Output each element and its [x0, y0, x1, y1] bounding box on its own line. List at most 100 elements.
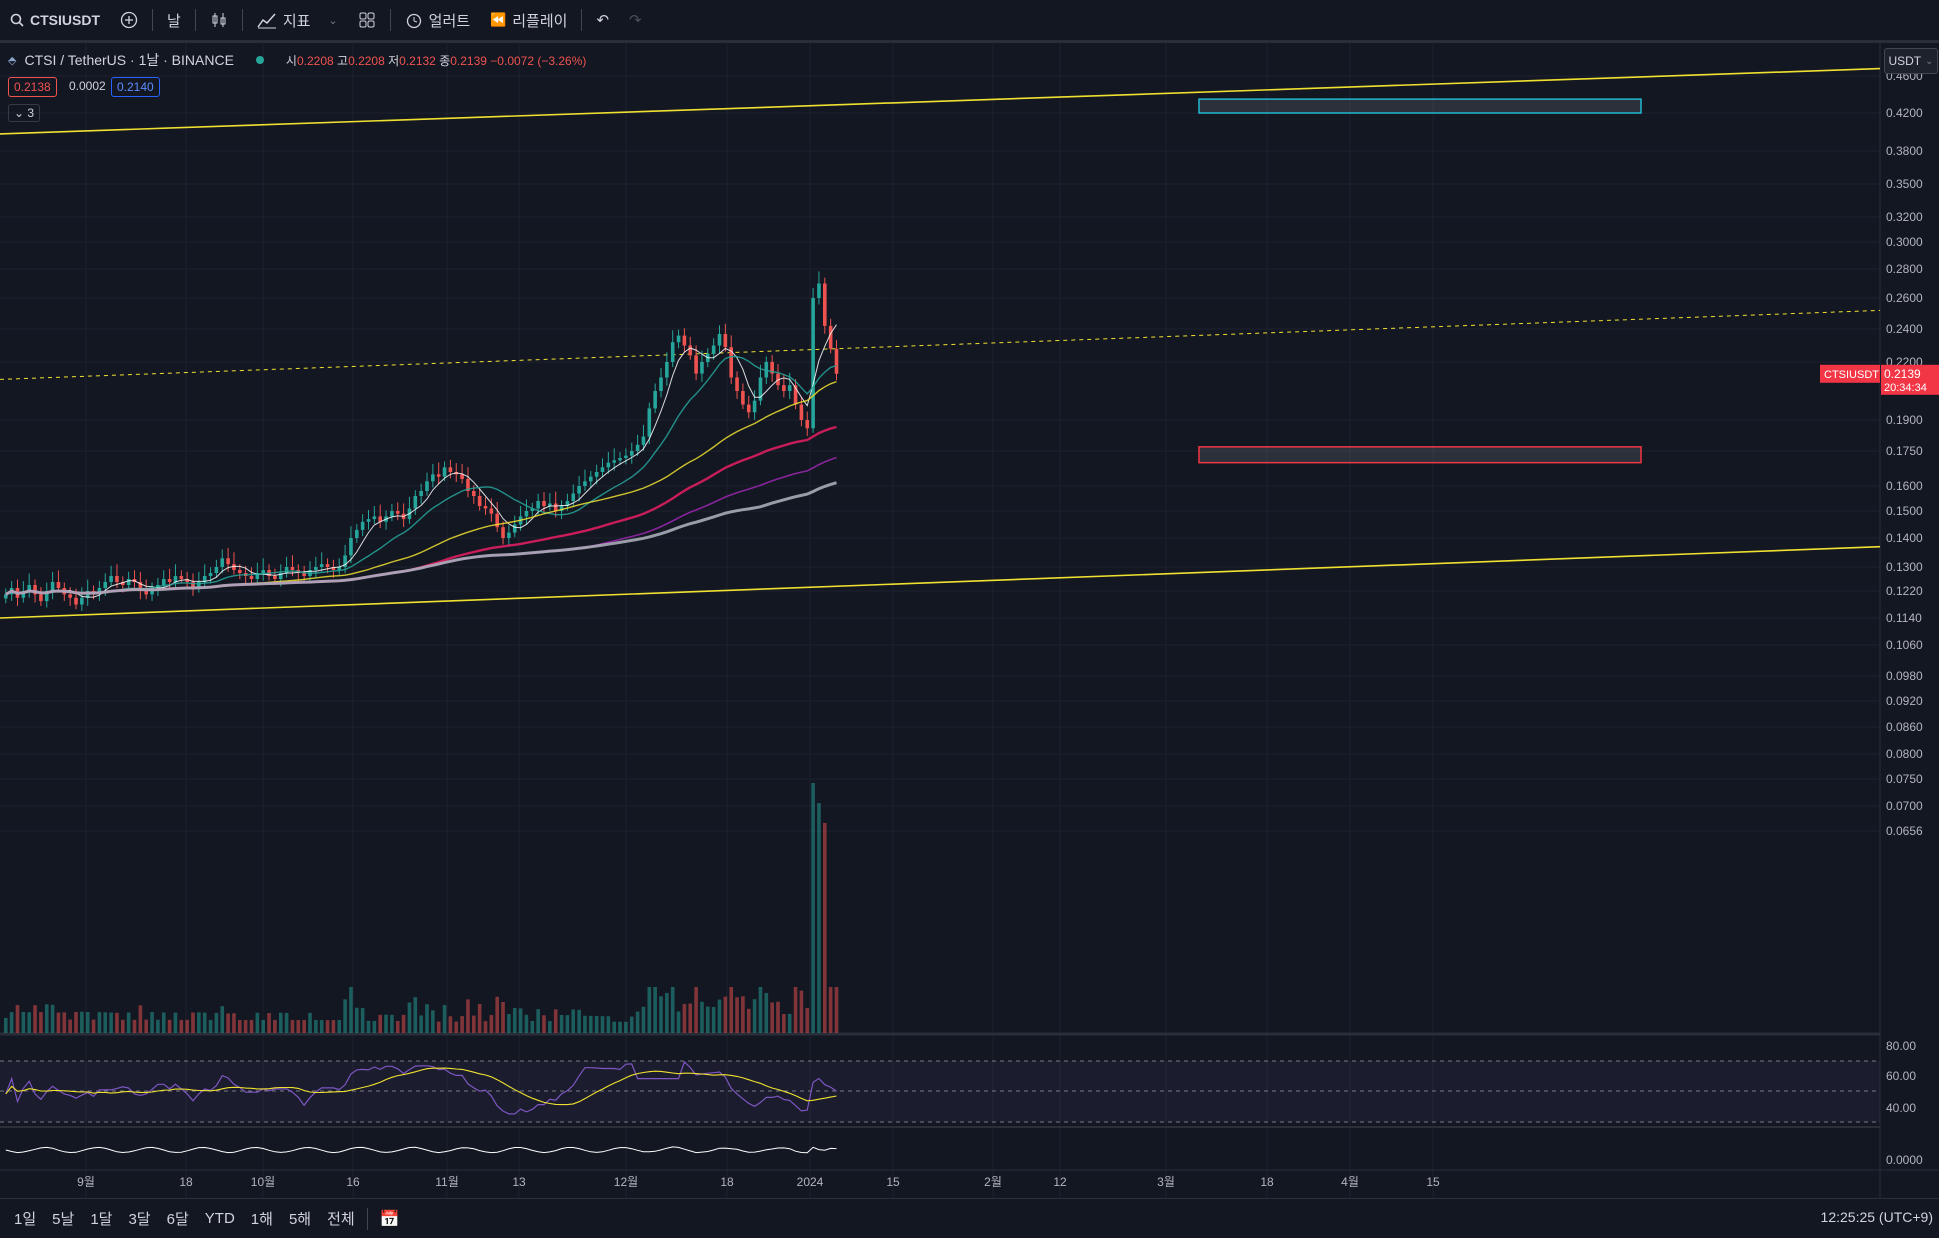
volume-bar	[787, 1013, 792, 1033]
compare-button[interactable]	[110, 0, 148, 40]
volume-bar	[4, 1017, 8, 1033]
volume-bar	[337, 1020, 342, 1033]
range-button[interactable]: 1일	[14, 1211, 37, 1228]
redo-button[interactable]: ↷	[619, 0, 652, 40]
y-tick-label: 0.2600	[1886, 291, 1923, 305]
volume-bar	[132, 1019, 137, 1033]
y-tick-label: 0.0750	[1886, 772, 1923, 786]
candle-body	[284, 567, 289, 573]
candle-body	[565, 501, 570, 506]
volume-bar	[425, 1004, 429, 1033]
volume-bar	[407, 1002, 412, 1033]
volume-bar	[735, 997, 739, 1033]
x-tick-label: 11월	[435, 1175, 459, 1189]
trendline	[0, 309, 1881, 380]
candle-body	[56, 582, 61, 588]
volume-bar	[553, 1009, 558, 1033]
range-button[interactable]: 1달	[90, 1211, 113, 1228]
volume-bar	[530, 1021, 535, 1033]
range-button[interactable]: 1해	[250, 1211, 273, 1228]
candle-body	[325, 564, 330, 567]
volume-bar	[126, 1012, 131, 1033]
x-tick-label: 12월	[614, 1175, 638, 1189]
range-button[interactable]: 전체	[327, 1211, 355, 1228]
y-tick-label: 0.2800	[1886, 262, 1923, 276]
volume-bar	[706, 1006, 710, 1033]
calendar-icon[interactable]: 📅	[379, 1210, 400, 1228]
volume-bar	[349, 987, 353, 1033]
clock[interactable]: 12:25:25 (UTC+9)	[1820, 1209, 1933, 1225]
volume-bar	[507, 1014, 511, 1033]
volume-bar	[372, 1020, 377, 1033]
symbol-search[interactable]: CTSIUSDT	[0, 0, 110, 40]
volume-bar	[460, 1016, 464, 1033]
ask-price[interactable]: 0.2140	[111, 77, 160, 97]
candle-body	[477, 496, 482, 506]
layouts-button[interactable]	[348, 0, 386, 40]
volume-bar	[314, 1020, 318, 1033]
candle-body	[571, 493, 576, 501]
undo-button[interactable]: ↶	[586, 0, 619, 40]
indicators-icon	[257, 13, 276, 29]
indicators-toggle[interactable]: ⌄ 3	[8, 104, 41, 122]
candle-body	[787, 385, 792, 391]
range-button[interactable]: 6달	[166, 1211, 189, 1228]
chevron-down-icon[interactable]: ⌄	[328, 14, 338, 27]
candle-body	[39, 594, 43, 602]
volume-bar	[659, 996, 663, 1033]
range-button[interactable]: YTD	[204, 1210, 235, 1227]
currency-label: USDT	[1888, 54, 1922, 68]
candle-body	[553, 503, 558, 511]
volume-bar	[811, 783, 815, 1033]
y-tick-label: 0.3000	[1886, 235, 1923, 249]
volume-bar	[524, 1014, 529, 1033]
y-tick-label: 0.4200	[1886, 106, 1923, 120]
volume-bar	[226, 1013, 230, 1033]
range-button[interactable]: 3달	[128, 1211, 151, 1228]
volume-bar	[331, 1020, 336, 1033]
y-tick-label: 0.1600	[1886, 479, 1923, 493]
candles-icon	[212, 13, 226, 27]
candle-body	[372, 516, 377, 520]
volume-bar	[472, 1015, 476, 1033]
indicators-label: 지표	[282, 12, 311, 30]
volume-bar	[232, 1013, 236, 1033]
volume-bar	[395, 1021, 400, 1033]
chart-canvas[interactable]: 0.46000.42000.38000.35000.32000.30000.28…	[0, 43, 1939, 1198]
volume-bar	[273, 1019, 277, 1033]
volume-bar	[343, 999, 347, 1033]
range-button[interactable]: 5날	[52, 1211, 75, 1228]
candle-body	[665, 362, 669, 378]
bid-price[interactable]: 0.2138	[8, 77, 57, 97]
x-tick-label: 2024	[797, 1175, 824, 1189]
candle-body	[103, 582, 108, 588]
interval-label: 날	[167, 12, 181, 30]
x-tick-label: 18	[720, 1175, 734, 1189]
volume-bar	[489, 1015, 494, 1033]
candle-body	[191, 582, 195, 588]
volume-bar	[179, 1019, 184, 1033]
candle-body	[337, 567, 342, 570]
candle-body	[828, 325, 833, 349]
volume-bar	[647, 987, 652, 1033]
volume-bar	[793, 987, 798, 1033]
indicators-button[interactable]: 지표 ⌄	[247, 0, 348, 40]
currency-selector[interactable]: USDT ⌄	[1884, 48, 1938, 74]
replay-button[interactable]: ⏪ 리플레이	[480, 0, 577, 40]
volume-bar	[641, 1006, 646, 1033]
candle-body	[624, 455, 628, 458]
candle-body	[741, 391, 745, 405]
candle-body	[460, 474, 464, 479]
candle-body	[436, 474, 441, 477]
candle-body	[682, 335, 687, 346]
candle-body	[799, 404, 804, 420]
candle-body	[138, 582, 143, 591]
grid-icon	[359, 12, 375, 28]
volume-bar	[44, 1004, 49, 1033]
x-tick-label: 18	[1260, 1175, 1274, 1189]
divider	[241, 9, 243, 31]
alert-button[interactable]: 얼러트	[395, 0, 480, 40]
range-button[interactable]: 5해	[288, 1211, 312, 1228]
chart-type-button[interactable]	[200, 0, 238, 40]
interval-button[interactable]: 날	[157, 0, 191, 40]
